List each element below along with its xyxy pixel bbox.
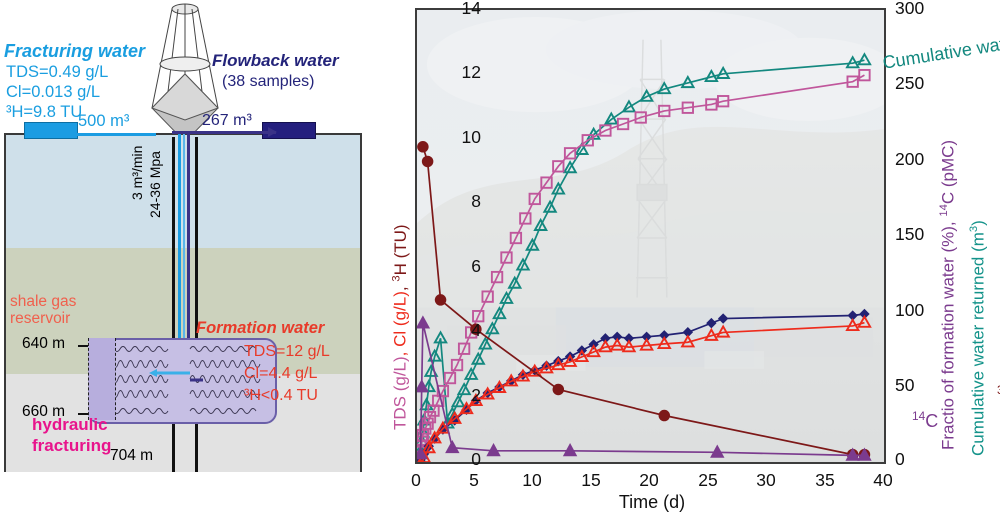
xtick-15: 15 — [581, 470, 601, 490]
ytick-right-50: 50 — [895, 375, 915, 395]
xtick-25: 25 — [698, 470, 718, 490]
formation-water-title: Formation water — [196, 319, 325, 337]
hydraulic-fracture-zone — [88, 338, 277, 424]
well-casing-right — [195, 137, 198, 472]
formation-water-tds: TDS=12 g/L — [244, 343, 330, 360]
series--c — [417, 315, 872, 461]
background-photograph — [417, 10, 884, 462]
injection-rate-label: 3 m³/min — [129, 145, 145, 200]
formation-water-cl: Cl=4.4 g/L — [244, 365, 318, 382]
well-schematic-diagram: Fracturing water TDS=0.49 g/L Cl=0.013 g… — [0, 0, 372, 506]
y-axis-right-title-cumulative: Cumulative water returned (m3) — [968, 220, 988, 456]
hydraulic-fracturing-line1: hydraulic — [32, 415, 108, 434]
ytick-left-0: 0 — [471, 449, 481, 469]
y-axis-left-title: TDS (g/L), Cl (g/L), 3H (TU) — [390, 224, 410, 430]
fracturing-water-h3: ³H=9.8 TU — [6, 103, 83, 121]
ytick-left-2: 2 — [471, 385, 481, 405]
production-pipe — [187, 131, 190, 377]
flowback-water-samples: (38 samples) — [222, 73, 315, 90]
ytick-left-6: 6 — [471, 256, 481, 276]
fracturing-water-tds: TDS=0.49 g/L — [6, 63, 109, 81]
hydraulic-fracturing-line2: fracturing — [32, 436, 112, 455]
xtick-40: 40 — [873, 470, 893, 490]
series-tds — [417, 68, 871, 457]
series-fraction-of-formation-water — [417, 308, 870, 462]
plot-area — [415, 8, 886, 464]
xtick-5: 5 — [469, 470, 479, 490]
reservoir-label-line1: shale gas — [10, 293, 77, 310]
injection-pipe — [178, 134, 181, 380]
fracture-network-icon — [95, 346, 261, 414]
depth-label-640: 640 m — [22, 335, 66, 352]
fracturing-water-title: Fracturing water — [4, 41, 146, 61]
x-axis-title: Time (d) — [618, 492, 686, 512]
flowback-timeseries-chart: 14 12 10 8 6 4 2 0 300 250 200 150 100 5… — [372, 0, 1000, 512]
injection-pressure-label: 24-36 Mpa — [147, 151, 163, 218]
depth-tick-640 — [78, 345, 88, 347]
fracturing-water-volume: 500 m³ — [78, 112, 130, 130]
ytick-left-12: 12 — [461, 62, 481, 82]
reservoir-label-line2: reservoir — [10, 310, 71, 327]
series-label-cumulative-water: Cumulative water — [881, 31, 1000, 73]
fracturing-water-tank — [24, 122, 78, 139]
ytick-right-100: 100 — [895, 300, 925, 320]
series-label-h3: 3H — [997, 383, 1000, 406]
depth-label-660: 660 m — [22, 403, 66, 420]
formation-water-h3: ³H<0.4 TU — [244, 387, 318, 404]
drilling-derrick-icon — [151, 3, 219, 142]
ytick-left-8: 8 — [471, 191, 481, 211]
ytick-left-14: 14 — [461, 0, 481, 18]
ytick-left-4: 4 — [471, 320, 481, 340]
fluid-exchange-arrows — [149, 369, 203, 382]
fracture-zone-wellbore-section — [88, 338, 116, 420]
fracturing-water-cl: Cl=0.013 g/L — [6, 83, 101, 101]
well-casing-left — [172, 137, 175, 472]
xtick-0: 0 — [411, 470, 421, 490]
data-series-layer — [417, 52, 872, 462]
xtick-20: 20 — [639, 470, 659, 490]
series-label-c14: 14C — [912, 409, 939, 431]
xtick-10: 10 — [522, 470, 542, 490]
flowback-flow-arrow — [172, 127, 277, 136]
series-cumulative-water — [417, 52, 872, 462]
injection-pipe-inner — [183, 134, 185, 380]
ytick-right-200: 200 — [895, 149, 925, 169]
flowback-water-volume: 267 m³ — [202, 112, 252, 129]
flowback-water-title: Flowback water — [212, 51, 339, 70]
depth-label-704: 704 m — [110, 447, 154, 464]
series-cl — [417, 314, 872, 462]
ytick-right-150: 150 — [895, 224, 925, 244]
ytick-right-0: 0 — [895, 449, 905, 469]
injection-flow-arrow — [50, 133, 156, 136]
ytick-right-300: 300 — [895, 0, 925, 18]
y-axis-right-title-fraction: Fractio of formation water (%), 14C (pMC… — [938, 139, 958, 450]
depth-tick-660 — [78, 413, 88, 415]
xtick-30: 30 — [756, 470, 776, 490]
ytick-right-250: 250 — [895, 73, 925, 93]
xtick-35: 35 — [815, 470, 835, 490]
ytick-left-10: 10 — [461, 127, 481, 147]
